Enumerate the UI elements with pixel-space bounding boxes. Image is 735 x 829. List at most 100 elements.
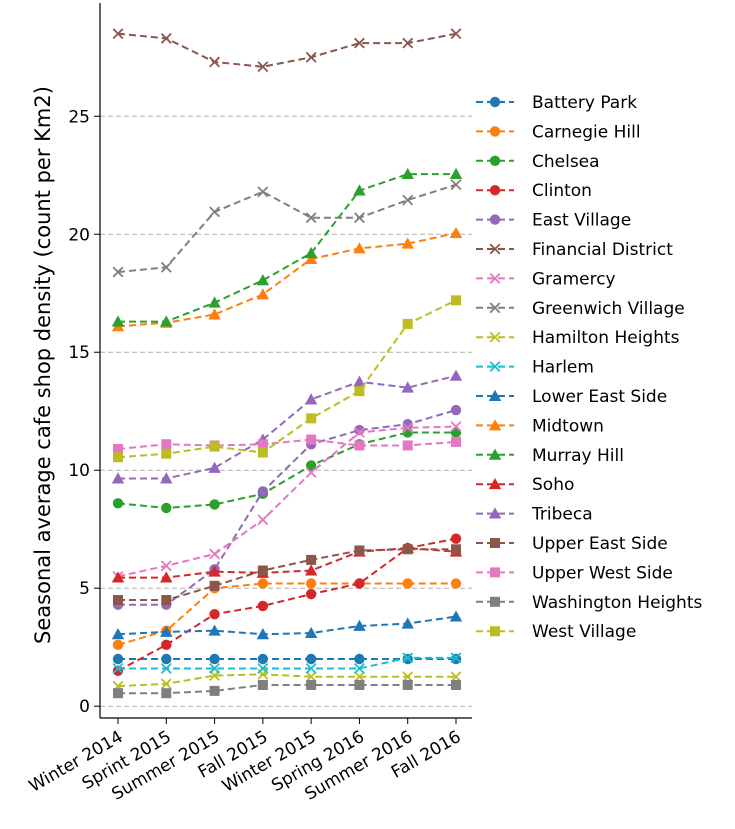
data-point xyxy=(402,679,413,690)
marker-stroke xyxy=(353,212,365,224)
legend-label: East Village xyxy=(532,211,631,231)
legend-label: Chelsea xyxy=(532,152,600,172)
marker-stroke xyxy=(305,51,317,63)
data-point xyxy=(305,51,317,63)
legend-label: Hamilton Heights xyxy=(532,328,680,348)
legend-marker xyxy=(488,419,502,431)
series-line xyxy=(117,183,457,274)
marker-stroke xyxy=(112,266,124,278)
marker-stroke xyxy=(112,28,124,40)
legend-marker xyxy=(489,302,501,314)
legend-label: Tribeca xyxy=(531,505,593,525)
legend-entry: Carnegie Hill xyxy=(476,122,641,142)
marker-stroke xyxy=(489,272,501,284)
data-point xyxy=(449,369,463,381)
legend-entry: Financial District xyxy=(476,240,673,260)
data-point xyxy=(449,610,463,622)
data-point xyxy=(353,375,366,387)
legend-label: Carnegie Hill xyxy=(532,122,641,142)
data-point xyxy=(111,315,125,327)
data-point xyxy=(257,514,269,526)
legend-entry: Lower East Side xyxy=(476,387,667,407)
series-line xyxy=(117,32,457,68)
data-point xyxy=(449,167,463,180)
marker-stroke xyxy=(305,212,317,224)
data-point xyxy=(304,626,318,639)
data-point xyxy=(160,472,173,484)
y-tick-label: 25 xyxy=(68,107,90,127)
data-point xyxy=(208,296,221,308)
marker-stroke xyxy=(489,331,501,343)
legend-entry: Tribeca xyxy=(476,505,593,525)
series-murray-hill xyxy=(111,167,463,327)
legend: Battery Park Carnegie Hill Chelsea Clinton E… xyxy=(476,93,703,642)
data-point xyxy=(257,439,268,450)
legend-label: Financial District xyxy=(532,240,673,260)
legend-entry: Chelsea xyxy=(476,152,600,172)
data-point xyxy=(401,167,414,180)
marker-stroke xyxy=(305,663,317,674)
legend-entry: Hamilton Heights xyxy=(476,328,680,348)
data-point xyxy=(161,653,172,665)
legend-entry: Washington Heights xyxy=(476,593,703,613)
legend-entry: West Village xyxy=(476,622,636,642)
data-point xyxy=(402,578,413,589)
data-point xyxy=(451,295,461,306)
data-point xyxy=(353,212,365,224)
series-upper-east-side xyxy=(113,544,461,606)
data-point xyxy=(113,443,123,454)
data-point xyxy=(256,628,270,640)
data-point xyxy=(209,663,221,674)
data-point xyxy=(353,37,365,49)
marker-stroke xyxy=(160,32,172,44)
data-point xyxy=(113,688,123,699)
legend-marker xyxy=(490,567,500,578)
legend-marker xyxy=(489,126,501,137)
data-point xyxy=(305,578,317,589)
data-point xyxy=(208,461,221,473)
legend-label: Clinton xyxy=(532,181,592,201)
data-point xyxy=(257,653,269,665)
data-point xyxy=(401,237,414,249)
series-line xyxy=(117,673,456,688)
data-point xyxy=(257,447,268,458)
data-point xyxy=(209,441,220,452)
data-point xyxy=(402,652,414,664)
series-midtown xyxy=(111,226,463,332)
marker-stroke xyxy=(489,243,501,255)
legend-marker xyxy=(488,389,502,401)
data-point xyxy=(161,439,172,450)
data-point xyxy=(450,404,462,416)
y-tick-label: 0 xyxy=(79,697,90,717)
data-point xyxy=(402,440,413,451)
marker-stroke xyxy=(209,56,221,68)
data-point xyxy=(353,671,365,683)
marker-stroke xyxy=(353,37,365,49)
legend-entry: Midtown xyxy=(476,416,604,436)
data-point xyxy=(257,486,269,497)
data-point xyxy=(208,308,221,320)
data-point xyxy=(161,448,172,459)
data-point xyxy=(257,663,269,674)
marker-stroke xyxy=(112,663,124,674)
marker-stroke xyxy=(209,663,221,674)
data-point xyxy=(111,628,125,640)
data-point xyxy=(306,679,317,690)
data-point xyxy=(209,499,220,510)
marker-stroke xyxy=(450,179,462,191)
legend-entry: East Village xyxy=(476,211,631,231)
y-tick-label: 5 xyxy=(79,579,90,599)
data-point xyxy=(450,421,462,433)
data-point xyxy=(209,206,221,218)
data-point xyxy=(305,467,317,479)
marker-stroke xyxy=(160,560,172,572)
marker-stroke xyxy=(209,548,221,560)
data-point xyxy=(450,578,462,589)
data-point xyxy=(112,639,124,651)
marker-stroke xyxy=(353,671,365,683)
marker-stroke xyxy=(450,671,462,683)
series-line xyxy=(118,548,456,602)
legend-entry: Harlem xyxy=(476,358,594,378)
legend-label: Greenwich Village xyxy=(532,299,685,319)
